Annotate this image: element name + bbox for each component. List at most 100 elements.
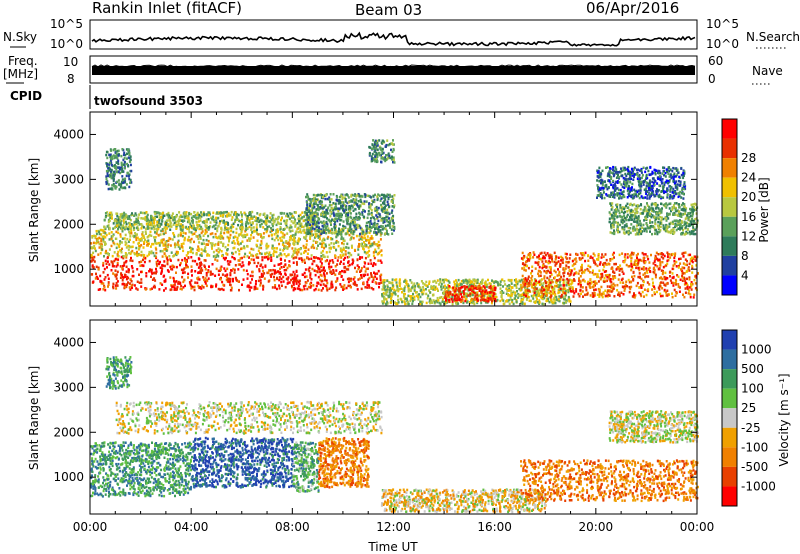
data-pixel: [661, 277, 664, 281]
data-pixel: [312, 218, 315, 221]
data-pixel: [216, 236, 219, 240]
data-pixel: [447, 287, 450, 290]
data-pixel: [115, 281, 118, 285]
data-pixel: [136, 250, 138, 254]
data-pixel: [116, 263, 119, 267]
data-pixel: [471, 289, 474, 293]
data-pixel: [275, 223, 278, 227]
data-pixel: [164, 247, 167, 250]
data-pixel: [335, 239, 338, 243]
data-pixel: [228, 238, 231, 242]
freq-label-line1: Freq.: [8, 54, 38, 68]
data-pixel: [247, 222, 250, 225]
data-pixel: [112, 285, 114, 288]
data-pixel: [190, 212, 193, 216]
data-pixel: [154, 246, 157, 250]
data-pixel: [304, 224, 307, 227]
data-pixel: [285, 219, 288, 223]
data-pixel: [309, 282, 312, 286]
data-pixel: [325, 220, 328, 224]
data-pixel: [180, 243, 183, 246]
data-pixel: [127, 244, 130, 248]
data-pixel: [350, 244, 353, 248]
data-pixel: [250, 258, 253, 261]
data-pixel: [398, 282, 401, 285]
data-pixel: [460, 291, 463, 294]
data-pixel: [328, 231, 331, 234]
data-pixel: [100, 233, 103, 236]
data-pixel: [192, 227, 195, 231]
data-pixel: [332, 209, 335, 212]
data-pixel: [387, 197, 390, 201]
data-pixel: [265, 251, 268, 255]
data-pixel: [168, 225, 171, 228]
data-pixel: [336, 207, 338, 210]
data-pixel: [108, 219, 111, 222]
data-pixel: [462, 279, 465, 282]
data-pixel: [200, 211, 202, 214]
data-pixel: [512, 302, 515, 306]
data-pixel: [382, 209, 385, 212]
data-pixel: [145, 215, 148, 218]
data-pixel: [307, 218, 310, 222]
data-pixel: [117, 255, 120, 258]
data-pixel: [338, 223, 341, 226]
data-pixel: [294, 279, 296, 283]
data-pixel: [327, 262, 330, 266]
data-pixel: [253, 261, 256, 265]
data-pixel: [203, 259, 206, 262]
data-pixel: [394, 289, 397, 293]
data-pixel: [508, 284, 511, 287]
data-pixel: [107, 281, 110, 284]
data-pixel: [483, 286, 486, 289]
data-pixel: [123, 211, 126, 215]
data-pixel: [363, 200, 366, 203]
data-pixel: [438, 283, 441, 286]
data-pixel: [280, 216, 283, 220]
data-pixel: [182, 231, 185, 235]
data-pixel: [309, 223, 312, 227]
data-pixel: [323, 231, 326, 234]
data-pixel: [90, 253, 93, 257]
data-pixel: [613, 271, 616, 274]
data-pixel: [260, 242, 263, 245]
data-pixel: [551, 301, 554, 304]
data-pixel: [339, 207, 342, 210]
data-pixel: [411, 296, 414, 300]
data-pixel: [138, 223, 141, 226]
data-pixel: [354, 249, 357, 252]
data-pixel: [475, 300, 478, 303]
data-pixel: [391, 155, 393, 158]
data-pixel: [119, 219, 122, 222]
data-pixel: [279, 211, 282, 215]
data-pixel: [164, 231, 167, 234]
data-pixel: [381, 225, 384, 228]
data-pixel: [411, 286, 414, 289]
data-pixel: [220, 250, 223, 253]
data-pixel: [342, 220, 345, 223]
data-pixel: [502, 285, 504, 288]
data-pixel: [205, 238, 208, 242]
data-pixel: [194, 214, 197, 217]
data-pixel: [268, 269, 271, 272]
data-pixel: [277, 263, 280, 266]
data-pixel: [584, 293, 587, 297]
data-pixel: [115, 152, 118, 155]
data-pixel: [499, 291, 502, 294]
data-pixel: [343, 204, 346, 207]
data-pixel: [356, 216, 359, 219]
data-pixel: [376, 208, 379, 211]
data-pixel: [136, 225, 139, 228]
data-pixel: [342, 204, 344, 207]
data-pixel: [334, 273, 337, 276]
data-pixel: [120, 168, 123, 171]
data-pixel: [244, 223, 247, 226]
data-pixel: [177, 243, 180, 247]
data-pixel: [163, 264, 166, 268]
data-pixel: [533, 281, 536, 284]
data-pixel: [391, 209, 394, 212]
data-pixel: [330, 242, 333, 245]
data-pixel: [317, 221, 320, 224]
data-pixel: [204, 246, 207, 249]
data-pixel: [312, 199, 315, 202]
